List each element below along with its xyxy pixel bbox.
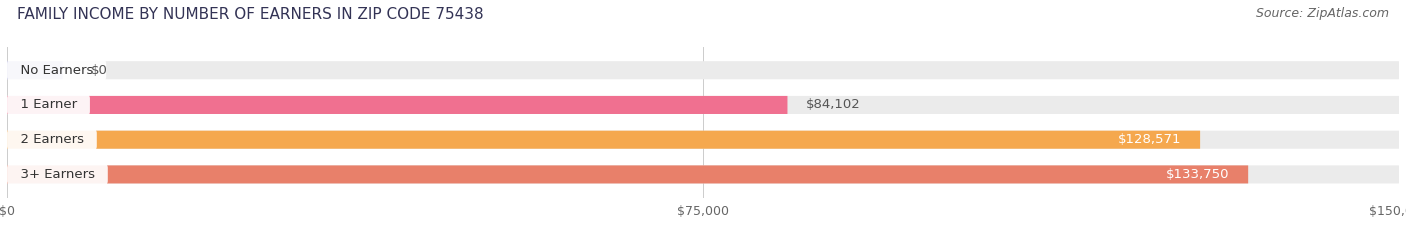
Text: No Earners: No Earners [11, 64, 101, 77]
Text: 3+ Earners: 3+ Earners [11, 168, 103, 181]
Text: $133,750: $133,750 [1166, 168, 1230, 181]
Text: Source: ZipAtlas.com: Source: ZipAtlas.com [1256, 7, 1389, 20]
FancyBboxPatch shape [7, 131, 1399, 149]
FancyBboxPatch shape [7, 61, 63, 79]
FancyBboxPatch shape [7, 165, 1249, 183]
Text: 1 Earner: 1 Earner [11, 99, 86, 111]
FancyBboxPatch shape [7, 96, 787, 114]
FancyBboxPatch shape [7, 96, 1399, 114]
Text: 2 Earners: 2 Earners [11, 133, 93, 146]
Text: $0: $0 [90, 64, 107, 77]
Text: $84,102: $84,102 [806, 99, 860, 111]
FancyBboxPatch shape [7, 61, 1399, 79]
Text: FAMILY INCOME BY NUMBER OF EARNERS IN ZIP CODE 75438: FAMILY INCOME BY NUMBER OF EARNERS IN ZI… [17, 7, 484, 22]
FancyBboxPatch shape [7, 165, 1399, 183]
Text: $128,571: $128,571 [1118, 133, 1181, 146]
FancyBboxPatch shape [7, 131, 1201, 149]
